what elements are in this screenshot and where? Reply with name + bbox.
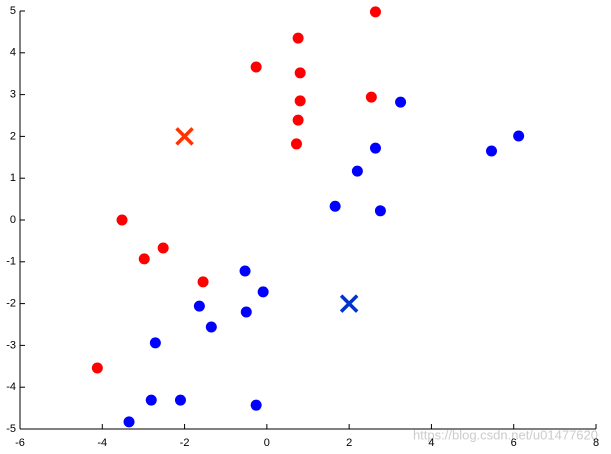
point (395, 96, 407, 108)
y-tick-label: 4 (10, 47, 16, 59)
y-tick-label: 2 (10, 130, 16, 142)
y-tick-label: -4 (6, 381, 16, 393)
point (193, 300, 205, 312)
point (513, 130, 525, 142)
point (239, 265, 251, 277)
point (123, 416, 135, 428)
point (329, 200, 341, 212)
point (205, 321, 217, 333)
centroid (175, 127, 194, 146)
x-tick-label: -4 (97, 437, 107, 449)
point (369, 142, 381, 154)
point (197, 276, 209, 288)
y-tick-label: -2 (6, 298, 16, 310)
centroid (339, 294, 359, 313)
y-tick-label: 3 (10, 89, 16, 101)
point (374, 205, 386, 217)
y-tick-label: 5 (10, 5, 16, 17)
point (149, 337, 161, 349)
point (485, 145, 497, 157)
x-tick-label: -2 (180, 437, 190, 449)
point (369, 6, 381, 18)
point (351, 165, 363, 177)
point (240, 306, 252, 318)
point (294, 95, 306, 107)
x-tick-label: 2 (346, 437, 352, 449)
point (294, 67, 306, 79)
x-tick-label: 6 (511, 437, 517, 449)
y-tick-label: 0 (10, 214, 16, 226)
point (157, 242, 169, 254)
y-tick-label: -3 (6, 339, 16, 351)
point (292, 32, 304, 44)
point (257, 286, 269, 298)
point (145, 394, 157, 406)
y-tick-label: -5 (6, 423, 16, 435)
point (91, 362, 103, 374)
x-tick-label: 4 (428, 437, 434, 449)
x-tick-label: 0 (264, 437, 270, 449)
y-tick-label: 1 (10, 172, 16, 184)
point (250, 399, 262, 411)
watermark: https://blog.csdn.net/u01477620 (413, 427, 598, 442)
point (250, 61, 262, 73)
point (116, 214, 128, 226)
point (138, 253, 150, 265)
point (292, 114, 304, 126)
point (365, 91, 377, 103)
x-tick-label: 8 (593, 437, 599, 449)
point (174, 394, 186, 406)
y-tick-label: -1 (6, 256, 16, 268)
point (290, 138, 302, 150)
x-tick-label: -6 (15, 437, 25, 449)
